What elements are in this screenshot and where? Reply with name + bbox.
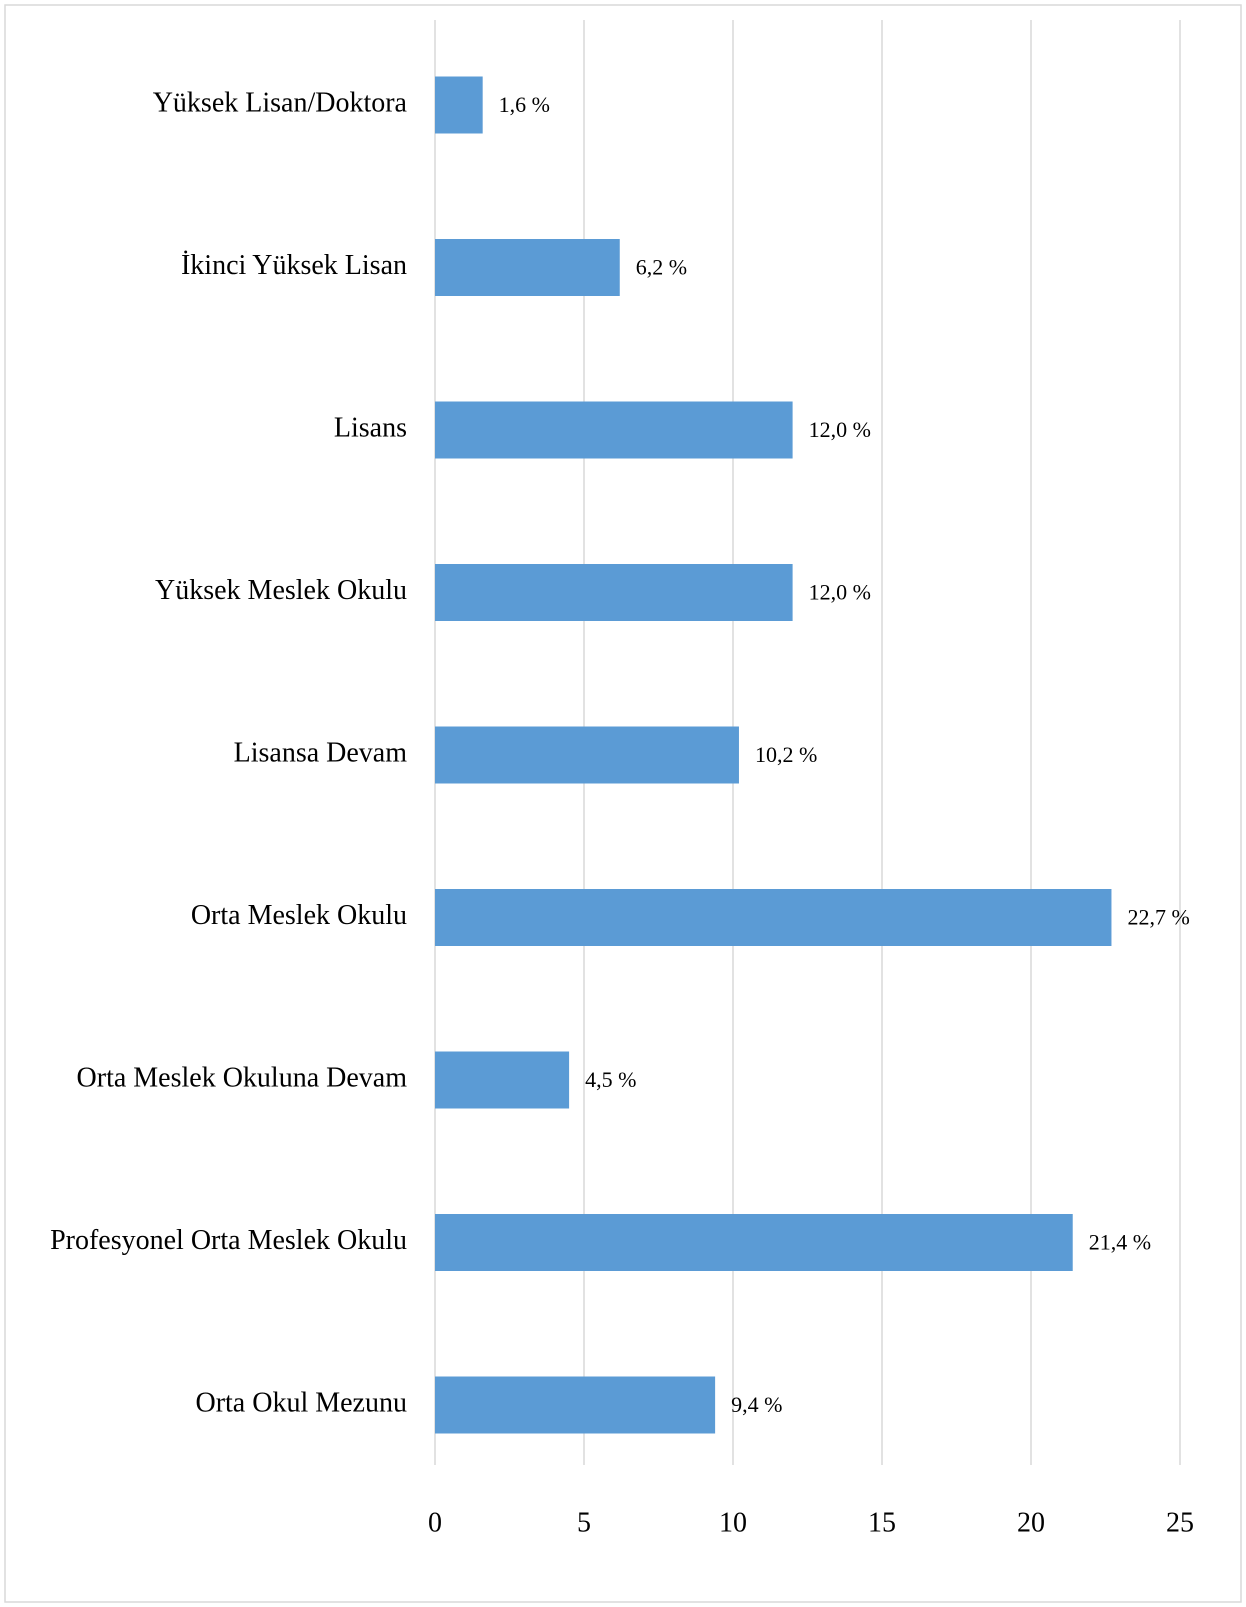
bar [435, 564, 793, 621]
y-tick-label: Orta Meslek Okulu [191, 900, 407, 931]
y-tick-label: Profesyonel Orta Meslek Okulu [50, 1225, 407, 1256]
bar [435, 726, 739, 784]
data-label: 22,7 % [1127, 905, 1189, 930]
bar [435, 1214, 1073, 1271]
bar [435, 76, 483, 134]
bar [435, 889, 1112, 946]
data-label: 10,2 % [755, 742, 817, 767]
y-tick-label: Lisans [334, 412, 407, 443]
y-tick-label: Yüksek Meslek Okulu [155, 575, 407, 606]
bar [435, 239, 620, 296]
x-tick-label: 5 [577, 1507, 591, 1538]
x-tick-label: 0 [428, 1507, 442, 1538]
x-tick-label: 15 [868, 1507, 896, 1538]
bar [435, 401, 793, 459]
x-tick-label: 25 [1166, 1507, 1194, 1538]
data-label: 1,6 % [499, 92, 550, 117]
y-tick-label: İkinci Yüksek Lisan [181, 250, 407, 281]
x-tick-label: 10 [719, 1507, 747, 1538]
x-tick-label: 20 [1017, 1507, 1045, 1538]
y-tick-label: Yüksek Lisan/Doktora [153, 87, 408, 118]
bar [435, 1376, 716, 1434]
data-label: 6,2 % [636, 255, 687, 280]
y-tick-label: Orta Meslek Okuluna Devam [77, 1062, 408, 1093]
y-tick-label: Orta Okul Mezunu [195, 1387, 407, 1418]
data-label: 9,4 % [731, 1392, 782, 1417]
data-label: 4,5 % [585, 1067, 636, 1092]
bar [435, 1051, 570, 1109]
y-tick-label: Lisansa Devam [234, 737, 408, 768]
data-label: 21,4 % [1089, 1230, 1151, 1255]
data-label: 12,0 % [809, 417, 871, 442]
data-label: 12,0 % [809, 580, 871, 605]
chart-border [4, 4, 1242, 1603]
